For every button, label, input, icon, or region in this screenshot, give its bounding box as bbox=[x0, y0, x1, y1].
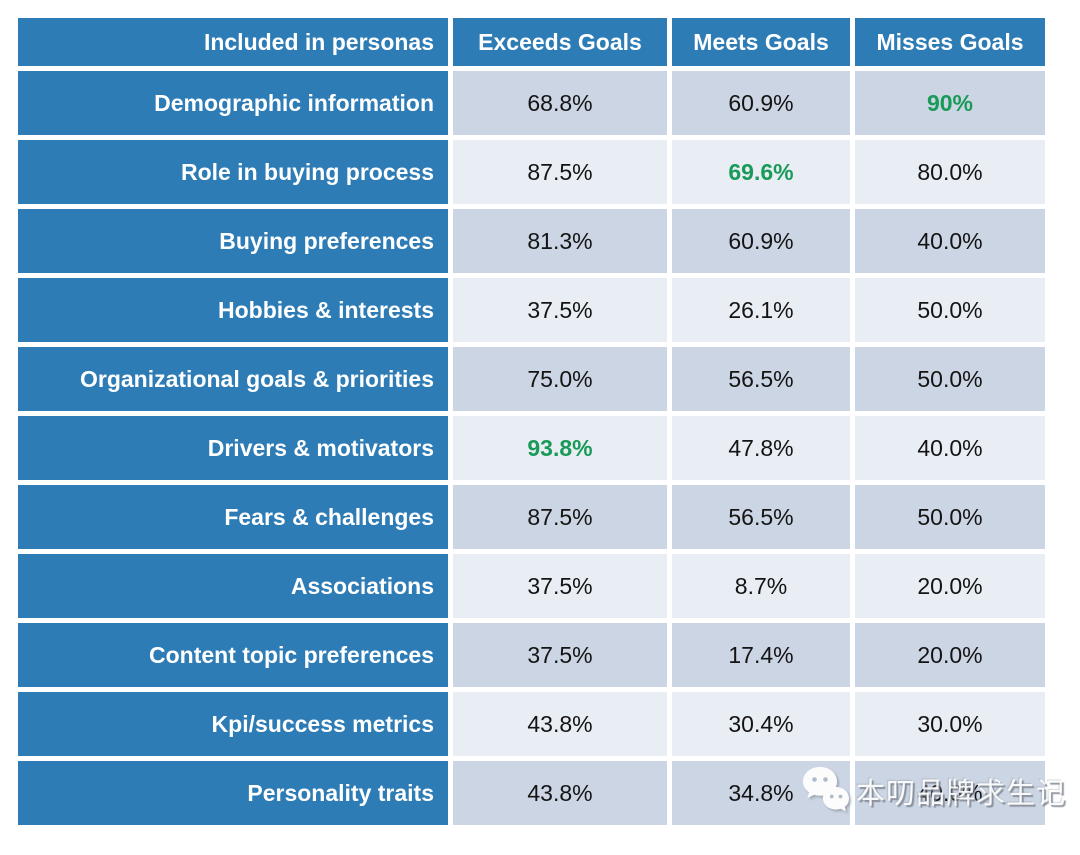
value-cell: 40.0% bbox=[855, 209, 1045, 273]
value-cell: 40.0% bbox=[855, 416, 1045, 480]
value-cell: 20.0% bbox=[855, 554, 1045, 618]
value-cell: 47.8% bbox=[672, 416, 850, 480]
value-cell-highlighted: 93.8% bbox=[453, 416, 667, 480]
value-cell: 8.7% bbox=[672, 554, 850, 618]
row-label: Buying preferences bbox=[18, 209, 448, 273]
value-cell: 26.1% bbox=[672, 278, 850, 342]
value-cell: 17.4% bbox=[672, 623, 850, 687]
column-header-misses-goals: Misses Goals bbox=[855, 18, 1045, 66]
row-label: Content topic preferences bbox=[18, 623, 448, 687]
value-cell-highlighted: 69.6% bbox=[672, 140, 850, 204]
value-cell: 37.5% bbox=[453, 554, 667, 618]
value-cell: 30.0% bbox=[855, 692, 1045, 756]
value-cell: 50.0% bbox=[855, 485, 1045, 549]
column-header-exceeds-goals: Exceeds Goals bbox=[453, 18, 667, 66]
value-cell: 37.5% bbox=[453, 623, 667, 687]
value-cell: 43.8% bbox=[453, 692, 667, 756]
row-label: Associations bbox=[18, 554, 448, 618]
value-cell: 34.8% bbox=[672, 761, 850, 825]
column-header-included-in-personas: Included in personas bbox=[18, 18, 448, 66]
value-cell: 60.9% bbox=[672, 71, 850, 135]
value-cell: 56.5% bbox=[672, 347, 850, 411]
value-cell: 87.5% bbox=[453, 485, 667, 549]
row-label: Hobbies & interests bbox=[18, 278, 448, 342]
personas-table: Included in personas Exceeds Goals Meets… bbox=[18, 18, 1045, 825]
value-cell: 80.0% bbox=[855, 140, 1045, 204]
column-header-meets-goals: Meets Goals bbox=[672, 18, 850, 66]
value-cell: 81.3% bbox=[453, 209, 667, 273]
value-cell: 50.0% bbox=[855, 278, 1045, 342]
row-label: Personality traits bbox=[18, 761, 448, 825]
row-label: Fears & challenges bbox=[18, 485, 448, 549]
row-label: Organizational goals & priorities bbox=[18, 347, 448, 411]
row-label: Role in buying process bbox=[18, 140, 448, 204]
value-cell: 87.5% bbox=[453, 140, 667, 204]
row-label: Demographic information bbox=[18, 71, 448, 135]
value-cell: 60.9% bbox=[672, 209, 850, 273]
value-cell: 50.0% bbox=[855, 347, 1045, 411]
row-label: Drivers & motivators bbox=[18, 416, 448, 480]
value-cell: 75.0% bbox=[453, 347, 667, 411]
value-cell: 68.8% bbox=[453, 71, 667, 135]
value-cell: 43.8% bbox=[453, 761, 667, 825]
value-cell: 56.5% bbox=[672, 485, 850, 549]
value-cell: 30.4% bbox=[672, 692, 850, 756]
value-cell: 40.0% bbox=[855, 761, 1045, 825]
value-cell: 20.0% bbox=[855, 623, 1045, 687]
row-label: Kpi/success metrics bbox=[18, 692, 448, 756]
value-cell: 37.5% bbox=[453, 278, 667, 342]
value-cell-highlighted: 90% bbox=[855, 71, 1045, 135]
